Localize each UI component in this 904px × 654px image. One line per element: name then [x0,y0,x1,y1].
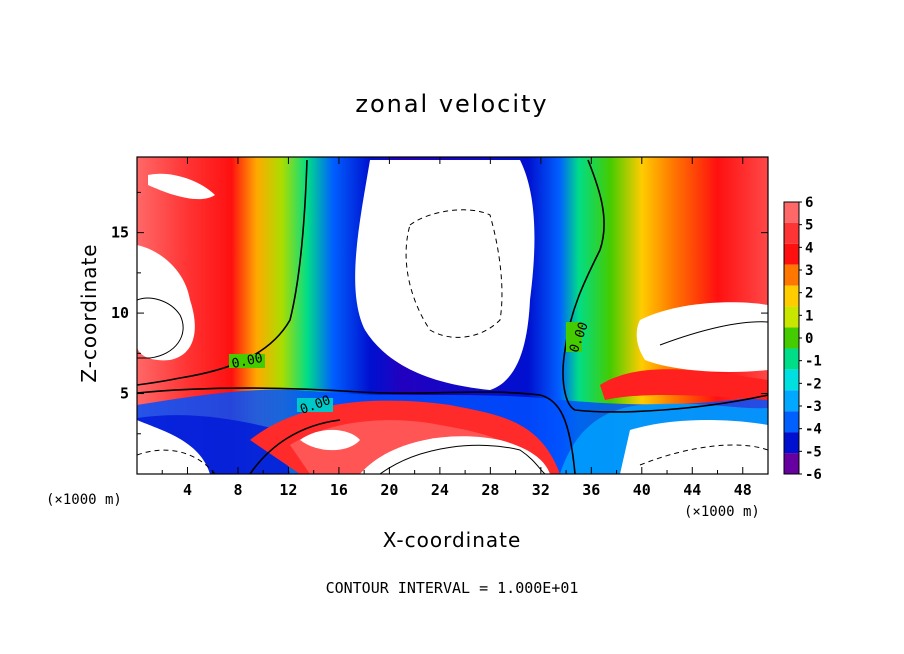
white-region-bottom-center [360,436,550,474]
x-tick-label: 36 [582,481,600,499]
contour-zero-left [137,159,308,386]
white-region-top-left [148,173,215,200]
colorbar-swatch [784,369,799,391]
chart-title: zonal velocity [355,90,548,118]
x-tick-label: 24 [431,481,449,499]
colorbar-swatch [784,202,799,223]
y-tick-label: 5 [120,385,129,403]
y-tick-label: 15 [111,224,129,242]
x-tick-label: 16 [330,481,348,499]
contour-thin-left [137,297,184,359]
colorbar-swatch [784,222,799,244]
contour-dashed-bottom-right [639,444,768,466]
colorbar-label: -2 [805,376,822,392]
y-axis-ticks: 5 10 15 [111,191,768,435]
colorbar-label: -4 [805,422,822,438]
x-tick-label: 32 [532,481,550,499]
x-tick-label: 28 [481,481,499,499]
white-region-bottom-right [620,420,768,474]
heatmap-field: 0.00 0.00 0.00 [137,157,768,474]
contour-zero-right [562,159,768,413]
colorbar-swatch [784,285,799,307]
colorbar-swatch [784,453,799,474]
colorbar-swatch [784,306,799,328]
x-tick-label: 44 [683,481,701,499]
heatmap-right-red-band [600,369,768,400]
contour-thin-right [659,321,768,346]
x-axis-label: X-coordinate [383,528,522,552]
colorbar: 6 5 4 3 2 1 0 -1 -2 -3 -4 -5 -6 [783,195,822,483]
colorbar-label: 3 [805,263,813,279]
plot-frame [136,156,769,475]
contour-label-1: 0.00 [230,351,264,372]
colorbar-label: -1 [805,354,822,370]
x-tick-label: 8 [233,481,242,499]
colorbar-label: 2 [805,286,813,302]
colorbar-label: 1 [805,308,813,324]
colorbar-label: 6 [805,195,813,211]
contour-thin-bottom [379,444,546,474]
y-axis-label: Z-coordinate [77,243,101,382]
white-region-small [300,429,360,451]
contour-dashed-center [405,209,503,338]
colorbar-label: -5 [805,444,822,460]
white-region-center [355,160,535,390]
contour-label-bg-1 [229,354,265,368]
colorbar-swatch [784,411,799,433]
white-region-bottom-left [137,420,210,474]
x-unit-right: (×1000 m) [684,504,760,520]
colorbar-swatch [784,348,799,370]
colorbar-swatch [784,432,799,454]
contour-interval-note: CONTOUR INTERVAL = 1.000E+01 [326,579,579,597]
colorbar-label: 0 [805,331,813,347]
x-tick-label: 48 [734,481,752,499]
x-tick-label: 12 [279,481,297,499]
colorbar-label: -3 [805,399,822,415]
colorbar-swatch [784,243,799,265]
colorbar-label: 5 [805,218,813,234]
colorbar-swatch [784,264,799,286]
colorbar-swatch [784,390,799,412]
colorbar-label: 4 [805,240,813,256]
x-tick-label: 40 [633,481,651,499]
y-tick-label: 10 [111,304,129,322]
x-axis-ticks: 4 8 12 16 20 24 28 32 36 40 44 48 [161,157,752,499]
x-tick-label: 4 [183,481,192,499]
x-unit-left: (×1000 m) [46,492,122,508]
contour-label-bg-2 [297,398,333,412]
contour-zero-inner [249,419,341,474]
contour-zero-bottom [137,387,576,474]
colorbar-swatch [784,327,799,349]
contour-dashed-bottom-left [137,449,216,474]
colorbar-label: -6 [805,467,822,483]
contour-label-bg-3 [566,322,582,352]
white-region-right [636,302,768,372]
x-tick-label: 20 [380,481,398,499]
